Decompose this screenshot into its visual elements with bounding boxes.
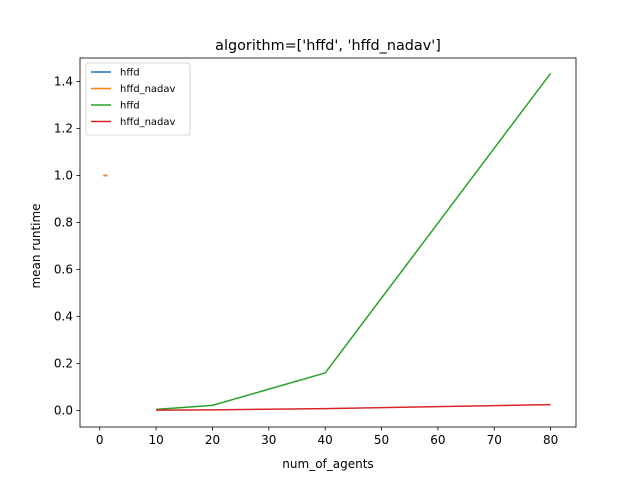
x-tick-label-70: 70 <box>487 433 502 447</box>
legend-label-2: hffd <box>120 101 140 112</box>
x-tick-label-60: 60 <box>430 433 445 447</box>
y-tick-label-1.2: 1.2 <box>54 122 73 136</box>
series-line-2-hffd <box>156 72 552 411</box>
x-tick-label-10: 10 <box>148 433 163 447</box>
y-tick-label-1: 1.0 <box>54 169 73 183</box>
y-tick-label-0.8: 0.8 <box>54 216 73 230</box>
legend-label-0: hffd <box>120 68 140 79</box>
x-tick-label-20: 20 <box>205 433 220 447</box>
y-tick-label-0.2: 0.2 <box>54 357 73 371</box>
y-tick-label-0: 0.0 <box>54 404 73 418</box>
y-tick-label-0.6: 0.6 <box>54 263 73 277</box>
legend-label-1: hffd_nadav <box>120 84 176 95</box>
legend-box <box>85 62 191 136</box>
x-tick-label-0: 0 <box>96 433 104 447</box>
x-tick-label-80: 80 <box>543 433 558 447</box>
chart-title: algorithm=['hffd', 'hffd_nadav'] <box>215 38 441 54</box>
x-tick-label-50: 50 <box>374 433 389 447</box>
x-tick-label-30: 30 <box>261 433 276 447</box>
plot-area: 0 10 20 30 40 50 60 70 80 0.0 0.2 0.4 0.6 0.8 1.0 1.2 1.… <box>54 57 577 447</box>
x-tick-label-40: 40 <box>318 433 333 447</box>
series-line-3-hffd_nadav <box>156 403 551 411</box>
y-tick-label-1.4: 1.4 <box>54 75 73 89</box>
y-tick-label-0.4: 0.4 <box>54 310 73 324</box>
legend-label-3: hffd_nadav <box>120 117 176 128</box>
axes-frame <box>79 57 577 428</box>
y-axis-label: mean runtime <box>29 203 43 288</box>
x-axis-label: num_of_agents <box>282 457 373 471</box>
